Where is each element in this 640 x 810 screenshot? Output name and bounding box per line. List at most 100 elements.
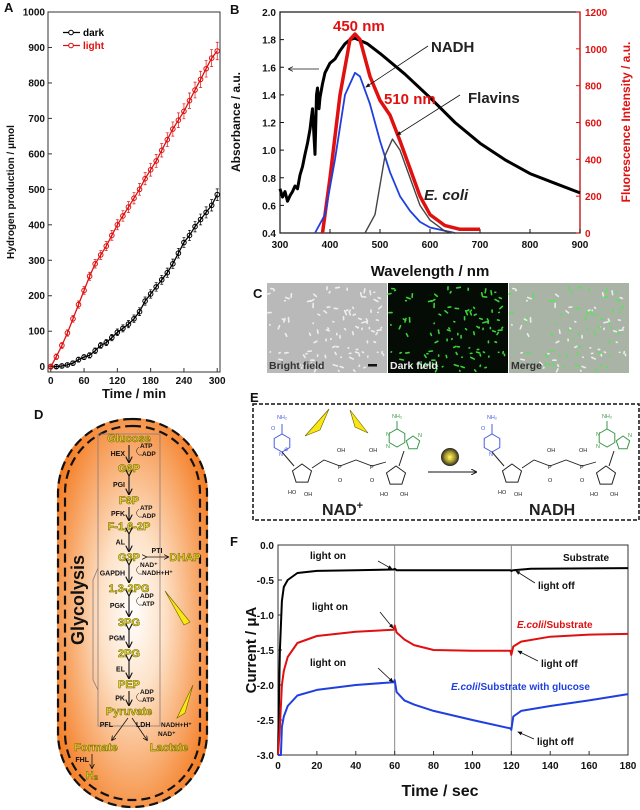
atom-label: N: [489, 452, 493, 458]
y-right-tick-label: 200: [585, 192, 602, 203]
cell-mark: [610, 326, 613, 330]
cell-mark: [591, 309, 594, 312]
x-tick-label: 60: [79, 376, 91, 387]
cell-mark: [558, 329, 561, 335]
y-tick-label: 300: [28, 256, 45, 267]
atom-label: HO: [590, 492, 599, 498]
panel-label-e: E: [250, 390, 259, 405]
y-tick-label: 0.0: [260, 541, 274, 552]
cell-mark: [434, 368, 438, 373]
legend-label-light: light: [83, 41, 105, 52]
cell-mark: [594, 369, 598, 373]
cell-mark: [554, 302, 556, 309]
cell-mark: [479, 364, 482, 368]
data-point: [53, 363, 60, 370]
x-tick-label: 240: [176, 376, 193, 387]
cell-mark: [499, 305, 504, 310]
cell-mark: [375, 331, 379, 336]
legend-label-dark: dark: [83, 28, 105, 39]
cell-mark: [526, 332, 530, 338]
dark-field-image: Dark field: [387, 283, 508, 373]
y-right-tick-label: 400: [585, 155, 602, 166]
enzyme-AL: AL: [116, 540, 126, 547]
data-point: [114, 222, 121, 228]
cofactor-in: NADH+H⁺: [161, 722, 192, 729]
x-tick-label: 180: [620, 761, 637, 772]
x-tick-label: 160: [581, 761, 598, 772]
cell-mark: [363, 288, 366, 294]
cell-mark: [596, 351, 602, 354]
cell-mark: [377, 311, 380, 314]
cell-mark: [467, 287, 469, 291]
pathway-box: [97, 433, 161, 727]
cell-mark: [468, 346, 471, 349]
cell-mark: [360, 295, 367, 298]
data-point: [197, 76, 204, 83]
cell-mark: [590, 356, 597, 360]
enzyme-HEX: HEX: [111, 451, 126, 458]
data-point: [81, 354, 87, 360]
data-point: [59, 363, 65, 369]
cell-mark: [576, 286, 583, 289]
text-part: /Substrate: [544, 620, 593, 631]
cell-mark: [581, 356, 585, 359]
cell-mark: [469, 356, 476, 360]
cell-mark: [599, 317, 605, 321]
cell-mark: [603, 351, 607, 354]
cell-mark: [391, 287, 396, 290]
error-bar: [176, 247, 180, 259]
x-tick-label: 100: [464, 761, 481, 772]
cofactor-out: NADH+H⁺: [142, 570, 173, 577]
error-bar: [154, 154, 158, 168]
error-bar: [160, 143, 164, 158]
cell-mark: [312, 322, 315, 325]
cell-mark: [332, 363, 339, 367]
panel-c-microscopy: Bright field Dark field Merge: [266, 283, 629, 373]
phosphate-chain: [311, 459, 387, 469]
cell-mark: [550, 332, 554, 337]
error-bar: [176, 112, 180, 128]
data-point: [192, 87, 198, 93]
metabolite-2PG: 2PG: [118, 648, 140, 660]
cell-mark: [490, 289, 493, 296]
data-point: [125, 204, 132, 210]
y-axis-label: Current / μA: [243, 606, 260, 693]
cell-mark: [307, 350, 313, 353]
atom-label: P: [548, 465, 552, 471]
cell-mark: [615, 298, 621, 303]
cell-mark: [520, 358, 526, 361]
cell-mark: [615, 291, 618, 294]
data-point: [97, 252, 104, 258]
cell-mark: [555, 340, 560, 344]
metabolite-PEP: PEP: [118, 679, 140, 691]
cell-mark: [597, 325, 601, 329]
cell-mark: [525, 299, 529, 302]
y-tick-label: -1.5: [257, 646, 275, 657]
cofactor-arrow: [136, 596, 142, 606]
cell-mark: [438, 313, 442, 316]
cell-mark: [337, 369, 340, 372]
cell-mark: [475, 351, 481, 354]
data-point: [142, 298, 148, 304]
bond: [281, 451, 295, 467]
series-line: [278, 679, 629, 756]
error-bar: [193, 81, 197, 99]
data-point: [97, 342, 104, 349]
atom-label: N: [596, 432, 600, 438]
cofactor-in: NAD⁺: [140, 562, 158, 569]
cell-mark: [310, 359, 315, 362]
cell-mark: [585, 327, 589, 331]
cell-mark: [312, 293, 318, 298]
cell-mark: [277, 324, 281, 330]
cell-mark: [512, 287, 517, 290]
cell-mark: [494, 291, 497, 294]
atom-label: OH: [400, 492, 408, 498]
data-point: [120, 213, 126, 219]
cell-mark: [431, 362, 434, 367]
cell-mark: [460, 365, 466, 369]
cell-mark: [571, 337, 574, 341]
cell-mark: [548, 363, 551, 366]
